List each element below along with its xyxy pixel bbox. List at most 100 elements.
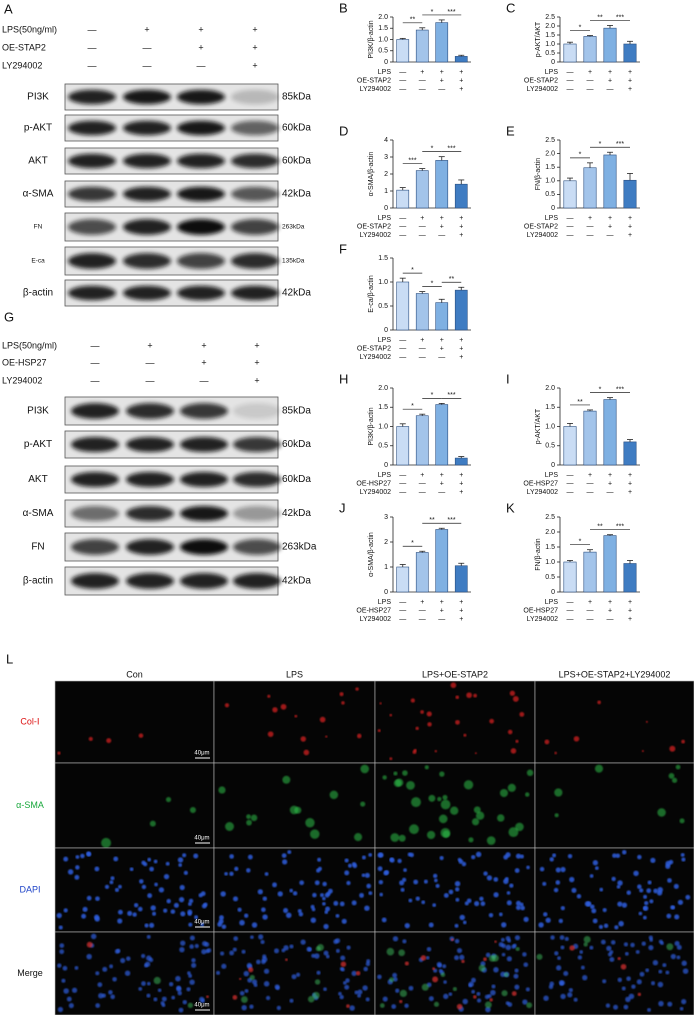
cell bbox=[241, 949, 246, 954]
cell bbox=[357, 989, 363, 995]
condition-mark: — bbox=[399, 86, 406, 93]
cell bbox=[393, 977, 398, 982]
cell bbox=[404, 922, 410, 929]
cell bbox=[454, 955, 459, 961]
cell bbox=[432, 976, 439, 983]
condition-label: OE-STAP2 bbox=[357, 345, 391, 352]
column-header: LPS+OE-STAP2+LY294002 bbox=[559, 669, 671, 679]
cell bbox=[645, 720, 648, 723]
cell bbox=[507, 938, 512, 943]
cell bbox=[362, 985, 368, 991]
condition-mark: + bbox=[144, 24, 149, 34]
cell bbox=[560, 945, 565, 950]
cell bbox=[670, 953, 677, 960]
cell bbox=[669, 745, 676, 752]
cell bbox=[491, 984, 496, 989]
cell bbox=[647, 1007, 652, 1012]
cell bbox=[187, 971, 191, 976]
bar bbox=[563, 180, 577, 209]
protein-name: E-ca bbox=[31, 258, 45, 265]
y-tick-label: 2.0 bbox=[545, 23, 555, 30]
error-bar bbox=[419, 550, 426, 553]
cell bbox=[489, 998, 493, 1002]
panel-label: F bbox=[339, 241, 347, 256]
cell bbox=[538, 922, 544, 928]
cell bbox=[626, 976, 631, 982]
condition-mark: + bbox=[628, 215, 632, 222]
condition-label: OE-HSP27 bbox=[523, 480, 558, 487]
bar bbox=[583, 551, 597, 593]
cell bbox=[473, 806, 481, 814]
cell bbox=[442, 964, 447, 969]
cell bbox=[542, 881, 547, 886]
protein-name: AKT bbox=[28, 474, 47, 485]
condition-label: LPS bbox=[378, 215, 392, 222]
significance-label: *** bbox=[616, 386, 624, 393]
panel-label: G bbox=[4, 309, 14, 324]
cell bbox=[439, 771, 445, 777]
condition-mark: + bbox=[459, 86, 463, 93]
condition-mark: — bbox=[587, 607, 594, 614]
significance-label: ** bbox=[597, 14, 603, 21]
cell bbox=[82, 906, 88, 912]
condition-mark: — bbox=[438, 489, 445, 496]
bar bbox=[396, 281, 410, 331]
cell bbox=[250, 814, 258, 822]
error-bar bbox=[607, 25, 613, 29]
bar bbox=[415, 170, 429, 209]
error-bar bbox=[627, 560, 633, 564]
condition-mark: + bbox=[459, 489, 463, 496]
condition-mark: + bbox=[254, 340, 259, 350]
protein-name: PI3K bbox=[27, 406, 49, 417]
cell bbox=[260, 939, 265, 945]
cell bbox=[175, 975, 181, 982]
cell bbox=[341, 701, 345, 705]
cell bbox=[536, 953, 543, 960]
error-bar bbox=[567, 560, 573, 562]
cell bbox=[311, 953, 316, 958]
cell bbox=[354, 833, 363, 842]
blot-band bbox=[231, 120, 279, 136]
cell bbox=[410, 698, 415, 703]
blot-band bbox=[126, 573, 174, 589]
panel-label: J bbox=[339, 500, 346, 515]
cell bbox=[576, 894, 582, 899]
cell bbox=[508, 827, 519, 838]
cell bbox=[524, 792, 530, 797]
row-label: DAPI bbox=[19, 884, 40, 894]
cell bbox=[63, 856, 69, 862]
cell bbox=[361, 855, 366, 860]
cell bbox=[569, 945, 575, 951]
condition-mark: — bbox=[197, 60, 206, 70]
cell bbox=[539, 866, 545, 872]
cell bbox=[589, 874, 594, 878]
condition-label: OE-STAP2 bbox=[357, 223, 391, 230]
cell bbox=[454, 880, 461, 887]
cell bbox=[161, 1003, 166, 1008]
condition-mark: + bbox=[198, 42, 203, 52]
cell bbox=[498, 912, 503, 917]
cell bbox=[94, 916, 100, 922]
y-tick-label: 0.5 bbox=[545, 443, 555, 450]
cell bbox=[507, 783, 516, 792]
cell bbox=[333, 900, 339, 906]
cell bbox=[126, 956, 131, 961]
cell bbox=[204, 942, 210, 947]
cell bbox=[143, 963, 148, 968]
protein-size: 85kDa bbox=[282, 406, 311, 417]
bar bbox=[435, 160, 449, 209]
cell bbox=[377, 729, 381, 733]
y-tick-label: 2.0 bbox=[378, 385, 388, 392]
condition-mark: — bbox=[419, 354, 426, 361]
cell bbox=[180, 911, 186, 917]
blot-band bbox=[68, 219, 116, 235]
condition-mark: — bbox=[88, 24, 97, 34]
cell bbox=[615, 853, 621, 859]
cell bbox=[642, 915, 647, 920]
cell bbox=[282, 775, 291, 784]
cell bbox=[261, 907, 266, 913]
condition-label: LPS bbox=[545, 599, 559, 606]
cell bbox=[178, 863, 183, 867]
condition-label: LY294002 bbox=[527, 489, 559, 496]
